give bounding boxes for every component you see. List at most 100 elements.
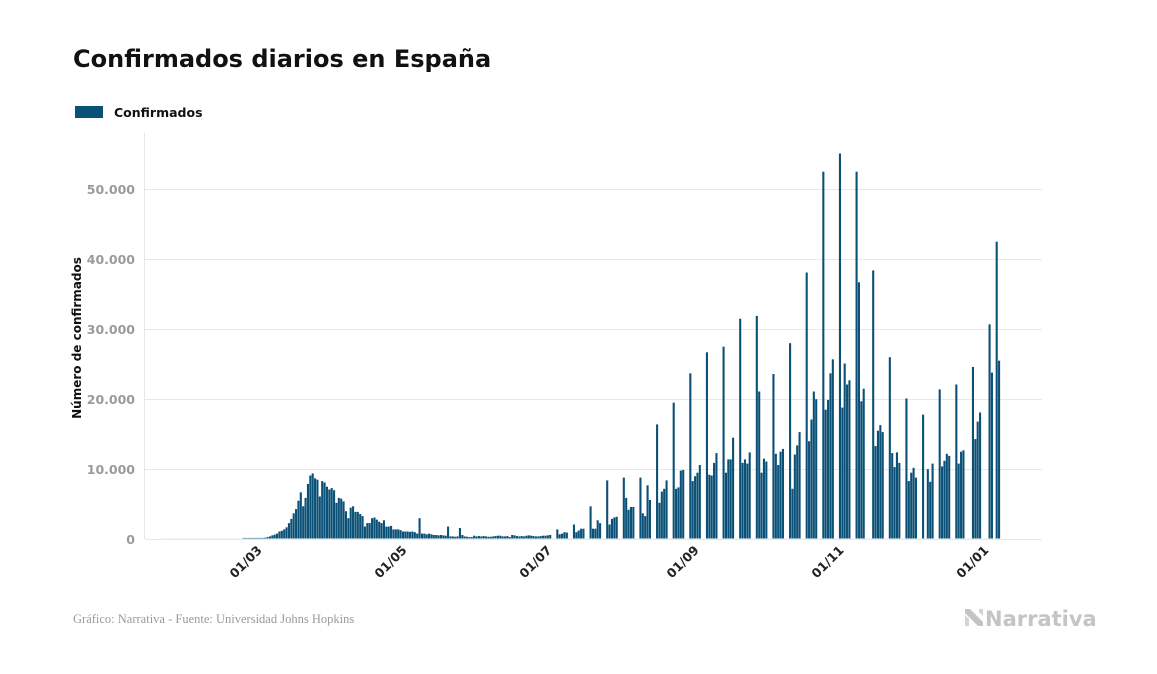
bar	[646, 485, 649, 539]
bar	[793, 454, 796, 539]
bar	[494, 536, 497, 539]
bar	[496, 535, 499, 539]
bar	[632, 507, 635, 539]
bar	[423, 533, 426, 539]
bar	[691, 481, 694, 539]
bar	[273, 534, 276, 539]
bar	[577, 530, 580, 539]
bar	[758, 391, 761, 539]
bar	[404, 531, 407, 539]
bar	[442, 535, 445, 539]
bar	[561, 533, 564, 539]
bar	[914, 477, 917, 539]
bar	[249, 537, 252, 539]
bar	[777, 465, 780, 539]
bar	[321, 481, 324, 539]
bar	[392, 529, 395, 539]
bar	[409, 531, 412, 539]
bar	[732, 437, 735, 539]
bar	[729, 459, 732, 539]
bar	[644, 516, 647, 539]
bar	[311, 473, 314, 539]
bar	[520, 536, 523, 539]
bar	[748, 452, 751, 539]
bar	[708, 474, 711, 539]
bar	[755, 315, 758, 539]
narrativa-logo: Narrativa	[965, 607, 1097, 631]
bar	[537, 536, 540, 539]
bar	[660, 491, 663, 539]
bar	[743, 459, 746, 539]
bar	[960, 451, 963, 539]
bar	[420, 533, 423, 539]
bar	[672, 402, 675, 539]
bar	[425, 534, 428, 539]
bar	[895, 452, 898, 539]
bar	[855, 171, 858, 539]
legend: Confirmados	[75, 105, 203, 120]
bar	[862, 388, 865, 539]
bar	[266, 537, 269, 539]
bar	[428, 533, 431, 539]
y-axis-ticks: 0 10.000 20.000 30.000 40.000 50.000	[87, 182, 136, 547]
bar	[366, 523, 369, 539]
bar	[582, 528, 585, 539]
bar	[473, 535, 476, 539]
bar	[675, 488, 678, 539]
bar	[696, 472, 699, 539]
bar	[449, 536, 452, 539]
bar	[257, 537, 260, 539]
bar	[344, 511, 347, 539]
bar	[682, 469, 685, 539]
bar	[948, 455, 951, 539]
x-tick-label: 01/05	[371, 543, 409, 581]
bar	[513, 535, 516, 539]
bar	[302, 506, 305, 539]
bar	[245, 537, 248, 539]
bar	[549, 535, 552, 539]
bar	[297, 500, 300, 539]
bar	[746, 463, 749, 539]
bar	[912, 467, 915, 539]
bar	[487, 536, 490, 539]
narrativa-logo-text: Narrativa	[985, 607, 1097, 631]
bar	[482, 536, 485, 539]
bar	[572, 524, 575, 539]
bar	[907, 481, 910, 539]
bar	[943, 460, 946, 539]
bar	[739, 318, 742, 539]
bar	[530, 535, 533, 539]
bar	[905, 398, 908, 539]
bar	[591, 528, 594, 539]
bar	[470, 537, 473, 539]
bar	[411, 531, 414, 539]
bar	[639, 477, 642, 539]
bar	[563, 532, 566, 539]
bar	[898, 462, 901, 539]
bar	[461, 535, 464, 539]
bar	[261, 537, 264, 539]
bar	[447, 526, 450, 539]
bar	[523, 536, 526, 539]
bar	[337, 497, 340, 539]
bar	[352, 506, 355, 539]
bar	[665, 480, 668, 539]
bars	[162, 153, 1001, 539]
bar	[454, 536, 457, 539]
bar	[539, 536, 542, 539]
bar	[466, 536, 469, 539]
x-tick-label: 01/07	[516, 543, 554, 581]
bar	[722, 346, 725, 539]
bar	[304, 497, 307, 539]
x-tick-label: 01/11	[808, 543, 846, 581]
bar	[556, 529, 559, 539]
bar	[922, 414, 925, 539]
bar	[938, 389, 941, 539]
bar	[413, 532, 416, 539]
bar	[437, 535, 440, 539]
bar	[724, 472, 727, 539]
bar	[774, 453, 777, 539]
bar	[546, 535, 549, 539]
bar	[401, 531, 404, 539]
bar	[713, 462, 716, 539]
